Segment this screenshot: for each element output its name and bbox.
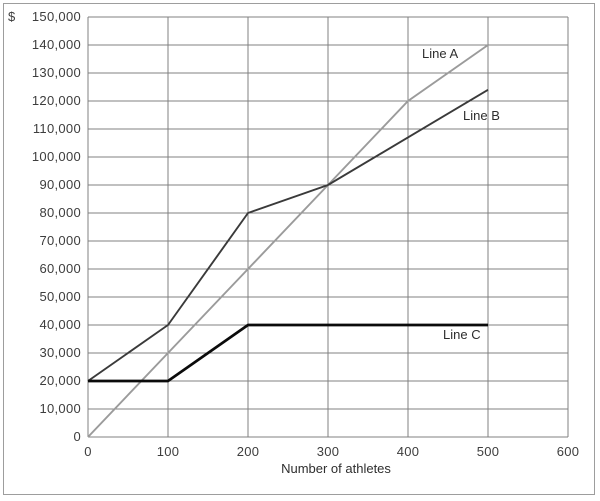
x-axis-tick-label: 100 xyxy=(156,444,180,459)
series-line-b xyxy=(87,88,489,382)
x-axis-tick-label: 200 xyxy=(236,444,260,459)
y-axis-tick-label: 40,000 xyxy=(39,317,81,332)
x-axis-tick-label: 400 xyxy=(396,444,420,459)
y-axis-tick-label: 100,000 xyxy=(31,149,81,164)
series-line-c xyxy=(88,323,488,383)
x-axis-tick-label: 0 xyxy=(84,444,92,459)
y-axis-tick-label: 60,000 xyxy=(39,261,81,276)
y-axis-tick-label: 80,000 xyxy=(39,205,81,220)
line-b-label: Line B xyxy=(463,108,500,123)
x-axis-tick-label: 600 xyxy=(556,444,580,459)
x-axis-title: Number of athletes xyxy=(281,461,391,476)
x-axis-tick-label: 300 xyxy=(316,444,340,459)
y-axis-tick-label: 150,000 xyxy=(31,9,81,24)
line-c-label: Line C xyxy=(443,327,481,342)
y-axis-tick-label: 30,000 xyxy=(39,345,81,360)
y-axis-tick-label: 120,000 xyxy=(31,93,81,108)
y-axis-tick-label: 110,000 xyxy=(32,121,81,136)
y-axis-tick-label: 90,000 xyxy=(39,177,81,192)
y-axis-tick-label: 130,000 xyxy=(31,65,81,80)
y-axis-tick-label: 50,000 xyxy=(39,289,81,304)
y-axis-tick-label: 0 xyxy=(73,429,81,444)
x-axis-tick-label: 500 xyxy=(476,444,500,459)
y-axis-tick-label: 20,000 xyxy=(39,373,81,388)
y-axis-tick-label: 140,000 xyxy=(31,37,81,52)
series-line-a xyxy=(87,44,489,438)
y-axis-tick-label: 10,000 xyxy=(39,401,81,416)
page-border-frame xyxy=(3,3,595,495)
y-axis-tick-label: 70,000 xyxy=(39,233,81,248)
line-a-label: Line A xyxy=(422,46,459,61)
y-axis-currency-symbol: $ xyxy=(8,9,16,24)
